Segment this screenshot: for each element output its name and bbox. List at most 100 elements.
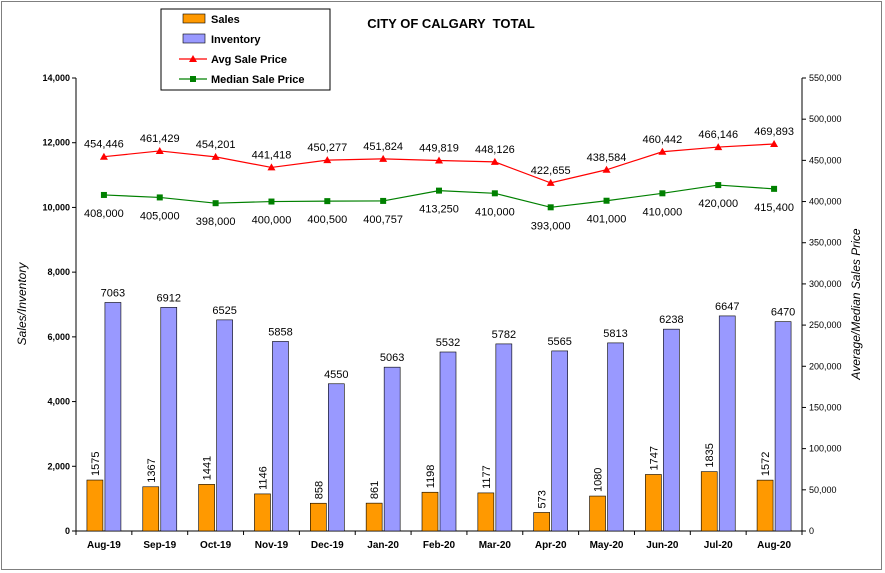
y2-tick-label: 300,000 bbox=[809, 279, 842, 289]
median-sale-price-data-label: 400,000 bbox=[252, 215, 292, 227]
y-tick-label: 2,000 bbox=[47, 461, 70, 471]
bar-inventory-data-label: 6525 bbox=[212, 305, 236, 317]
x-tick-label: Nov-19 bbox=[255, 540, 289, 551]
point-avg-sale-price bbox=[155, 146, 164, 154]
bar-inventory-data-label: 6647 bbox=[715, 301, 739, 313]
bar-inventory bbox=[439, 351, 457, 532]
bar-inventory bbox=[328, 383, 345, 532]
bar-inventory bbox=[774, 321, 792, 532]
bar-inventory-data-label: 5532 bbox=[436, 337, 460, 349]
avg-sale-price-data-label: 441,418 bbox=[252, 149, 292, 161]
y2-tick-label: 200,000 bbox=[809, 361, 842, 371]
y-tick-label: 0 bbox=[65, 526, 70, 536]
point-avg-sale-price bbox=[714, 143, 723, 151]
x-tick-label: Jan-20 bbox=[367, 540, 399, 551]
legend-label: Sales bbox=[211, 14, 240, 26]
y-axis-title: Sales/Inventory bbox=[15, 262, 29, 346]
bar-sales bbox=[645, 474, 662, 532]
bar-sales bbox=[756, 479, 774, 532]
point-median-sale-price bbox=[715, 182, 722, 189]
legend-marker-square bbox=[190, 76, 196, 82]
plot-area: 0 2,000 4,000 6,000 8,000 10,000 12,000 14,000 0… bbox=[42, 73, 841, 551]
avg-sale-price-data-label: 422,655 bbox=[531, 165, 571, 177]
avg-sale-price-data-label: 466,146 bbox=[698, 129, 738, 141]
point-avg-sale-price bbox=[658, 147, 667, 155]
bar-sales-data-label: 1575 bbox=[90, 452, 102, 476]
bar-inventory bbox=[551, 350, 568, 532]
y-tick-label: 14,000 bbox=[42, 73, 70, 83]
avg-sale-price-data-label: 450,277 bbox=[307, 142, 347, 154]
bar-inventory-data-label: 5813 bbox=[603, 328, 627, 340]
avg-sale-price-data-label: 451,824 bbox=[363, 141, 403, 153]
bar-sales-data-label: 858 bbox=[313, 481, 325, 499]
x-tick-label: Sep-19 bbox=[143, 540, 176, 551]
y2-tick-label: 250,000 bbox=[809, 320, 842, 330]
legend-label: Inventory bbox=[211, 34, 261, 46]
bar-sales bbox=[254, 493, 271, 532]
point-avg-sale-price bbox=[323, 156, 332, 164]
bar-inventory-data-label: 5858 bbox=[268, 326, 292, 338]
bar-sales-data-label: 1441 bbox=[202, 456, 214, 480]
x-tick-label: Jul-20 bbox=[704, 540, 733, 551]
point-median-sale-price bbox=[603, 197, 610, 204]
bar-inventory-data-label: 6470 bbox=[771, 307, 795, 319]
point-median-sale-price bbox=[268, 198, 275, 205]
bar-sales-data-label: 1198 bbox=[425, 465, 437, 489]
bar-sales bbox=[533, 512, 550, 532]
point-median-sale-price bbox=[659, 190, 666, 197]
y-tick-label: 10,000 bbox=[42, 202, 70, 212]
bar-sales-data-label: 1835 bbox=[704, 443, 716, 467]
point-median-sale-price bbox=[380, 197, 387, 204]
y2-tick-label: 400,000 bbox=[809, 197, 842, 207]
bar-inventory bbox=[216, 319, 233, 532]
bar-sales bbox=[589, 495, 606, 532]
median-sale-price-data-label: 398,000 bbox=[196, 216, 236, 228]
bar-inventory bbox=[383, 366, 401, 532]
point-avg-sale-price bbox=[379, 154, 388, 162]
y2-tick-label: 150,000 bbox=[809, 402, 842, 412]
y2-tick-label: 500,000 bbox=[809, 114, 842, 124]
point-avg-sale-price bbox=[490, 157, 499, 165]
bar-sales-data-label: 1146 bbox=[257, 466, 269, 490]
x-tick-label: Aug-19 bbox=[87, 540, 121, 551]
y-tick-label: 4,000 bbox=[47, 397, 70, 407]
point-avg-sale-price bbox=[602, 165, 611, 173]
median-sale-price-data-label: 408,000 bbox=[84, 208, 124, 220]
avg-sale-price-data-label: 454,446 bbox=[84, 139, 124, 151]
avg-sale-price-data-label: 460,442 bbox=[643, 134, 683, 146]
point-median-sale-price bbox=[156, 194, 163, 201]
avg-sale-price-data-label: 454,201 bbox=[196, 139, 236, 151]
bar-inventory-data-label: 6912 bbox=[157, 292, 181, 304]
median-sale-price-data-label: 400,500 bbox=[307, 214, 347, 226]
bar-sales-data-label: 861 bbox=[369, 481, 381, 499]
bar-inventory-data-label: 5063 bbox=[380, 352, 404, 364]
bar-sales-data-label: 1747 bbox=[648, 446, 660, 470]
point-avg-sale-price bbox=[211, 152, 220, 160]
point-avg-sale-price bbox=[546, 178, 555, 186]
x-tick-label: Oct-19 bbox=[200, 540, 232, 551]
bar-sales-data-label: 573 bbox=[537, 490, 549, 508]
bar-inventory-data-label: 4550 bbox=[324, 369, 348, 381]
median-sale-price-data-label: 410,000 bbox=[475, 206, 515, 218]
bar-sales bbox=[700, 471, 718, 532]
bar-sales bbox=[86, 479, 104, 532]
chart-title: CITY OF CALGARY TOTAL bbox=[367, 16, 535, 31]
x-tick-label: Jun-20 bbox=[646, 540, 679, 551]
median-sale-price-data-label: 393,000 bbox=[531, 220, 571, 232]
bar-sales bbox=[365, 502, 383, 532]
bar-sales bbox=[142, 486, 160, 532]
bar-sales bbox=[477, 492, 495, 532]
median-sale-price-data-label: 410,000 bbox=[643, 206, 683, 218]
legend-swatch bbox=[182, 33, 206, 44]
y2-tick-label: 550,000 bbox=[809, 73, 842, 83]
point-median-sale-price bbox=[547, 204, 554, 211]
bar-inventory bbox=[495, 343, 513, 532]
median-sale-price-data-label: 413,250 bbox=[419, 204, 459, 216]
y2-tick-label: 50,000 bbox=[809, 485, 837, 495]
legend-label: Median Sale Price bbox=[211, 74, 305, 86]
point-avg-sale-price bbox=[99, 152, 108, 160]
avg-sale-price-data-label: 448,126 bbox=[475, 144, 515, 156]
x-tick-label: May-20 bbox=[590, 540, 624, 551]
bar-inventory-data-label: 5565 bbox=[547, 336, 571, 348]
